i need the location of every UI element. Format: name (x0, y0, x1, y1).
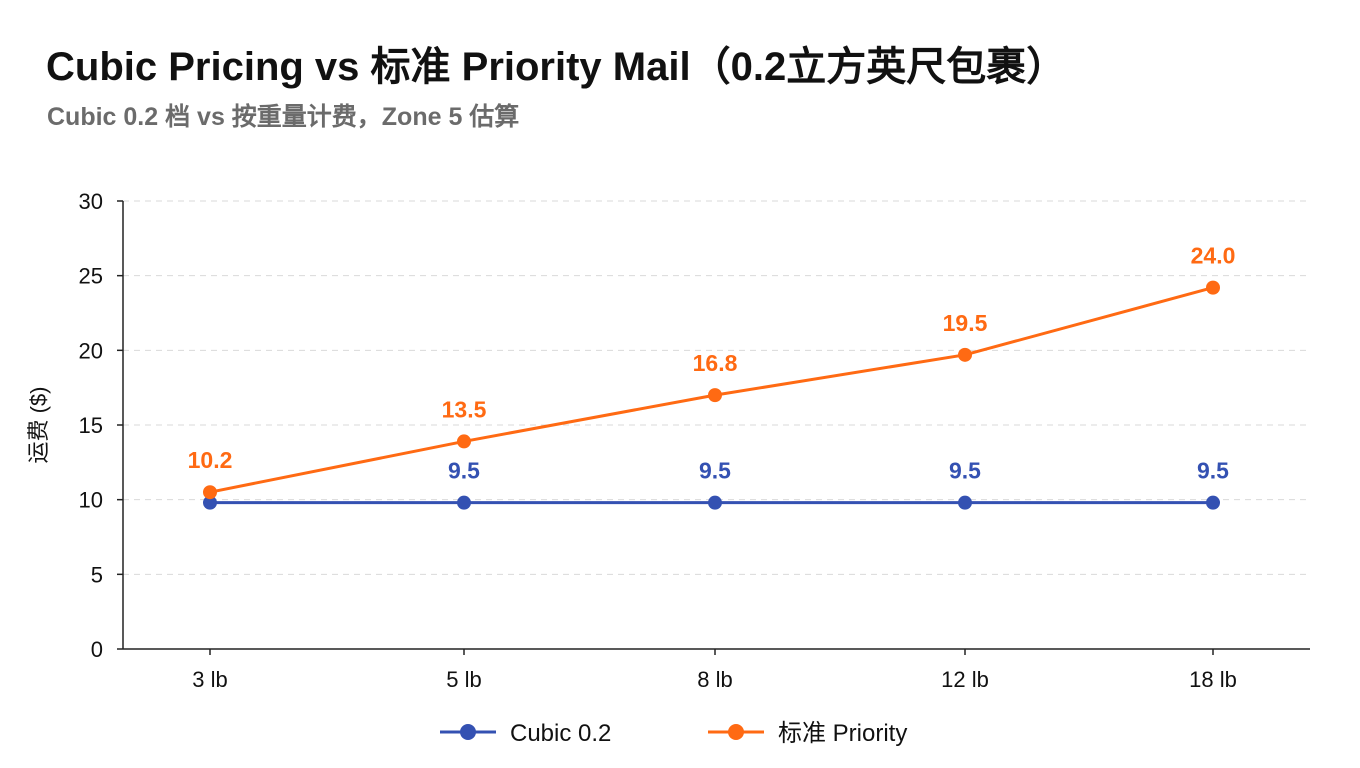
legend-label: Cubic 0.2 (510, 720, 611, 747)
data-point (708, 388, 722, 403)
y-tick-label: 15 (79, 413, 103, 438)
series-2 (203, 280, 1220, 500)
data-point (958, 347, 972, 362)
y-axis-label: 运费 ($) (26, 386, 51, 463)
legend-marker (728, 724, 744, 740)
data-point (958, 495, 972, 510)
data-label: 9.5 (1197, 458, 1229, 484)
legend: Cubic 0.2 标准 Priority (440, 720, 907, 747)
data-label: 13.5 (442, 396, 487, 422)
data-label: 9.5 (699, 458, 731, 484)
data-point (203, 485, 217, 500)
data-label: 19.5 (943, 310, 988, 336)
y-tick-label: 5 (91, 562, 103, 587)
data-point (203, 495, 217, 510)
series-lines (203, 280, 1220, 510)
data-point (1206, 495, 1220, 510)
data-point (457, 495, 471, 510)
legend-item-2: 标准 Priority (708, 720, 907, 747)
series-1 (203, 495, 1220, 510)
x-tick-label: 18 lb (1189, 667, 1237, 692)
legend-label: 标准 Priority (778, 720, 907, 747)
y-tick-label: 20 (79, 338, 103, 363)
data-label: 24.0 (1191, 243, 1236, 269)
x-tick-label: 12 lb (941, 667, 989, 692)
data-label: 16.8 (693, 350, 738, 376)
data-point (1206, 280, 1220, 295)
data-label: 10.2 (188, 447, 233, 473)
data-point (708, 495, 722, 510)
chart-title: Cubic Pricing vs 标准 Priority Mail（0.2立方英… (46, 45, 1067, 89)
x-tick-label: 3 lb (192, 667, 227, 692)
data-label: 9.5 (448, 458, 480, 484)
data-label: 9.5 (949, 458, 981, 484)
x-tick-label: 5 lb (446, 667, 481, 692)
y-tick-label: 0 (91, 637, 103, 662)
grid-lines (123, 200, 1310, 575)
axes: 0 5 10 15 20 25 30 3 lb 5 lb 8 lb 12 lb 18 lb 运费 ($) (26, 189, 1310, 692)
legend-marker (460, 724, 476, 740)
data-labels: 9.5 9.5 9.5 9.5 10.2 13.5 16.8 19.5 24.0 (188, 243, 1236, 484)
y-tick-label: 25 (79, 264, 103, 289)
data-point (457, 434, 471, 449)
y-tick-label: 30 (79, 189, 103, 214)
y-tick-label: 10 (79, 488, 103, 513)
x-tick-label: 8 lb (697, 667, 732, 692)
legend-item-1: Cubic 0.2 (440, 720, 611, 747)
chart-subtitle: Cubic 0.2 档 vs 按重量计费，Zone 5 估算 (47, 103, 520, 131)
